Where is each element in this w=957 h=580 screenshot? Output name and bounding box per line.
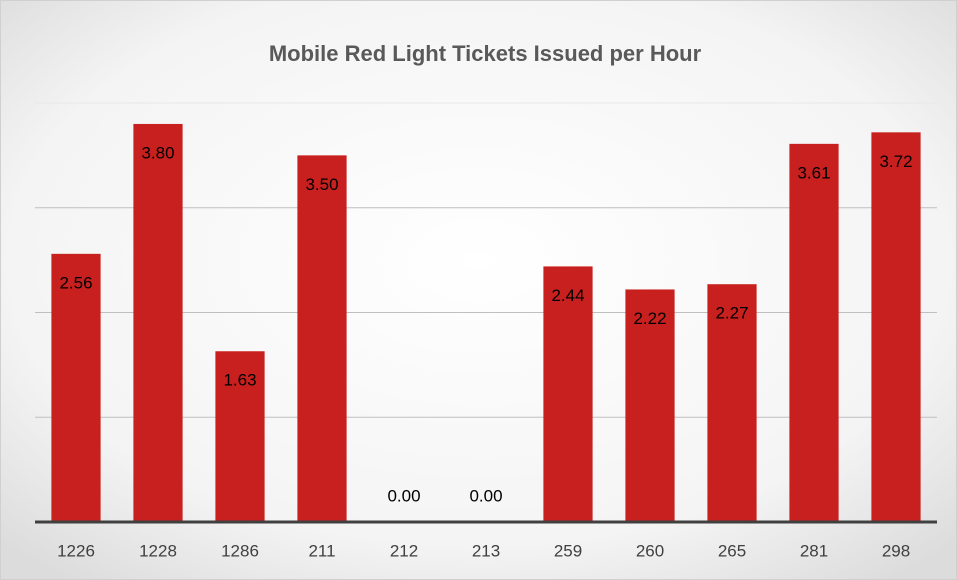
bar: [789, 143, 839, 523]
bar: [297, 155, 347, 522]
x-tick-label: 1286: [221, 541, 259, 560]
data-label: 0.00: [387, 486, 420, 505]
x-tick-label: 213: [472, 541, 500, 560]
data-label: 2.44: [551, 286, 584, 305]
data-label: 3.61: [797, 163, 830, 182]
x-tick-label: 265: [718, 541, 746, 560]
x-tick-label: 298: [882, 541, 910, 560]
chart-title: Mobile Red Light Tickets Issued per Hour: [269, 41, 702, 66]
bar: [707, 284, 757, 522]
data-label: 2.56: [59, 273, 92, 292]
x-tick-label: 281: [800, 541, 828, 560]
x-tick-label: 1226: [57, 541, 95, 560]
bar: [871, 132, 921, 522]
bar: [51, 253, 101, 522]
x-tick-label: 211: [308, 541, 335, 560]
data-label: 3.80: [141, 143, 174, 162]
bar: [543, 266, 593, 522]
bar: [215, 351, 265, 522]
data-label: 3.72: [879, 152, 912, 171]
bar: [133, 123, 183, 522]
bar: [625, 289, 675, 522]
x-tick-label: 1228: [139, 541, 177, 560]
x-tick-label: 212: [390, 541, 418, 560]
x-tick-label: 259: [554, 541, 582, 560]
x-tick-label: 260: [636, 541, 664, 560]
data-label: 0.00: [469, 486, 502, 505]
data-label: 1.63: [223, 371, 256, 390]
data-label: 2.27: [715, 304, 748, 323]
data-label: 2.22: [633, 309, 666, 328]
data-label: 3.50: [305, 175, 338, 194]
